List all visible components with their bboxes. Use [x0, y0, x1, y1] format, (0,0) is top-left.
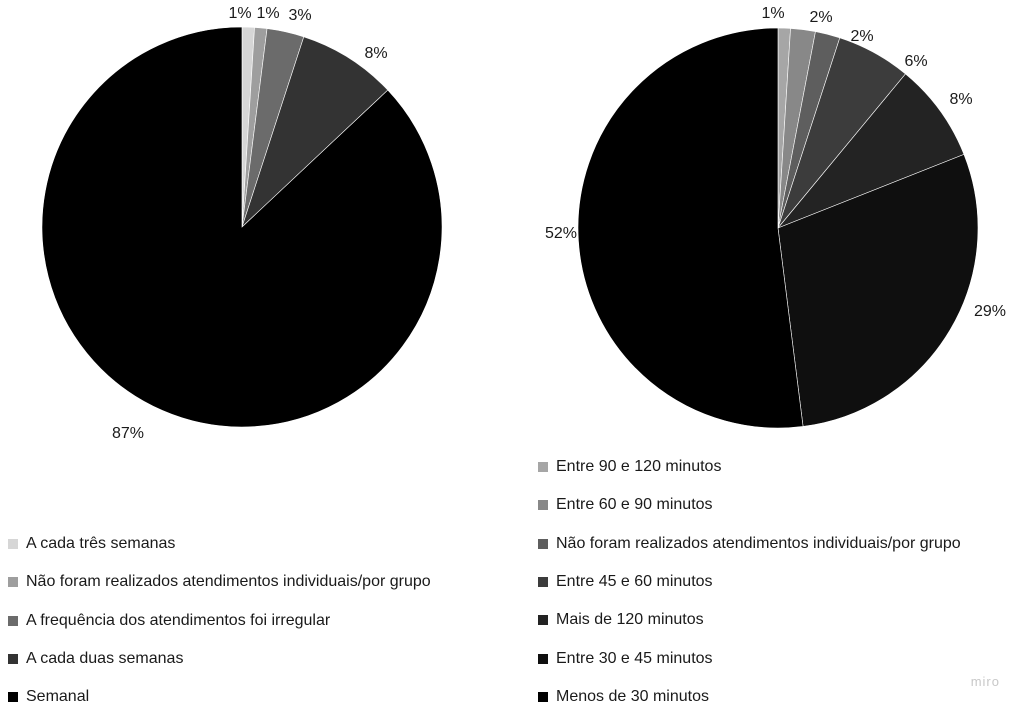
legend-label: Semanal: [26, 688, 90, 706]
data-label-a-cada-tres-semanas: 1%: [228, 5, 251, 22]
legend-label: A frequência dos atendimentos foi irregu…: [26, 611, 331, 629]
pie-slice-mais-de-120-minutos: [777, 73, 965, 229]
pie-slice-a-cada-duas-semanas: [241, 36, 389, 228]
pie-slice-semanal: [41, 26, 443, 428]
data-label-menos-de-30-minutos: 52%: [545, 225, 577, 242]
legend-label: Entre 90 e 120 minutos: [556, 458, 722, 476]
legend-swatch: [8, 539, 18, 550]
legend-label: Entre 30 e 45 minutos: [556, 649, 713, 667]
legend-item-entre-90-e-120-minutos: Entre 90 e 120 minutos: [538, 448, 961, 486]
legend-item-a-cada-tres-semanas: A cada três semanas: [8, 525, 431, 563]
legend-swatch: [538, 577, 548, 588]
miro-watermark: miro: [970, 674, 1000, 689]
legend-item-a-cada-duas-semanas: A cada duas semanas: [8, 640, 431, 678]
legend-item-mais-de-120-minutos: Mais de 120 minutos: [538, 601, 961, 639]
legend-item-entre-30-e-45-minutos: Entre 30 e 45 minutos: [538, 639, 961, 677]
legend-swatch: [538, 500, 548, 511]
legend-item-nao-foram-realizados-atendimentos-individuais-por-grupo: Não foram realizados atendimentos indivi…: [538, 525, 961, 563]
legend-swatch: [538, 462, 548, 473]
pie-chart-frequency: 1% 1% 3% 8% 87%: [41, 5, 443, 442]
data-label-a-frequencia-dos-atendimentos-foi-irregular: 3%: [288, 7, 311, 24]
legend-swatch: [538, 691, 548, 702]
legend-item-semanal: Semanal: [8, 678, 431, 716]
data-label-semanal: 87%: [112, 425, 144, 442]
legend-label: Menos de 30 minutos: [556, 687, 709, 705]
legend-swatch: [8, 692, 18, 703]
legend-item-nao-foram-realizados-atendimentos-individuais-por-grupo: Não foram realizados atendimentos indivi…: [8, 563, 431, 601]
legend-duration: Entre 90 e 120 minutos Entre 60 e 90 minu…: [538, 448, 961, 716]
data-label-nao-foram-realizados-atendimentos-individuais-por-grupo: 2%: [850, 28, 873, 45]
data-label-nao-foram-realizados-atendimentos-individuais-por-grupo: 1%: [256, 5, 279, 22]
data-label-mais-de-120-minutos: 8%: [949, 91, 972, 108]
legend-item-entre-45-e-60-minutos: Entre 45 e 60 minutos: [538, 563, 961, 601]
data-label-entre-60-e-90-minutos: 2%: [809, 9, 832, 26]
legend-swatch: [8, 615, 18, 626]
legend-frequency: A cada três semanas Não foram realizados …: [8, 525, 431, 716]
legend-swatch: [538, 538, 548, 549]
legend-label: Não foram realizados atendimentos indivi…: [26, 573, 431, 591]
pie-slice-entre-30-e-45-minutos: [777, 153, 979, 427]
legend-swatch: [8, 577, 18, 588]
data-label-a-cada-duas-semanas: 8%: [364, 45, 387, 62]
legend-swatch: [8, 654, 18, 665]
legend-label: Mais de 120 minutos: [556, 611, 704, 629]
legend-label: Entre 45 e 60 minutos: [556, 573, 713, 591]
legend-item-menos-de-30-minutos: Menos de 30 minutos: [538, 678, 961, 716]
data-label-entre-90-e-120-minutos: 1%: [761, 5, 784, 22]
pie-slice-menos-de-30-minutos: [577, 27, 804, 429]
legend-item-entre-60-e-90-minutos: Entre 60 e 90 minutos: [538, 486, 961, 524]
pie-chart-duration: 1% 2% 2% 6% 8% 29% 52%: [545, 5, 1006, 429]
data-label-entre-30-e-45-minutos: 29%: [974, 303, 1006, 320]
legend-label: Não foram realizados atendimentos indivi…: [556, 534, 961, 552]
legend-swatch: [538, 615, 548, 626]
legend-item-a-frequencia-dos-atendimentos-foi-irregular: A frequência dos atendimentos foi irregu…: [8, 602, 431, 640]
legend-label: Entre 60 e 90 minutos: [556, 496, 713, 514]
legend-label: A cada duas semanas: [26, 650, 184, 668]
legend-swatch: [538, 653, 548, 664]
data-label-entre-45-e-60-minutos: 6%: [904, 53, 927, 70]
legend-label: A cada três semanas: [26, 535, 176, 553]
